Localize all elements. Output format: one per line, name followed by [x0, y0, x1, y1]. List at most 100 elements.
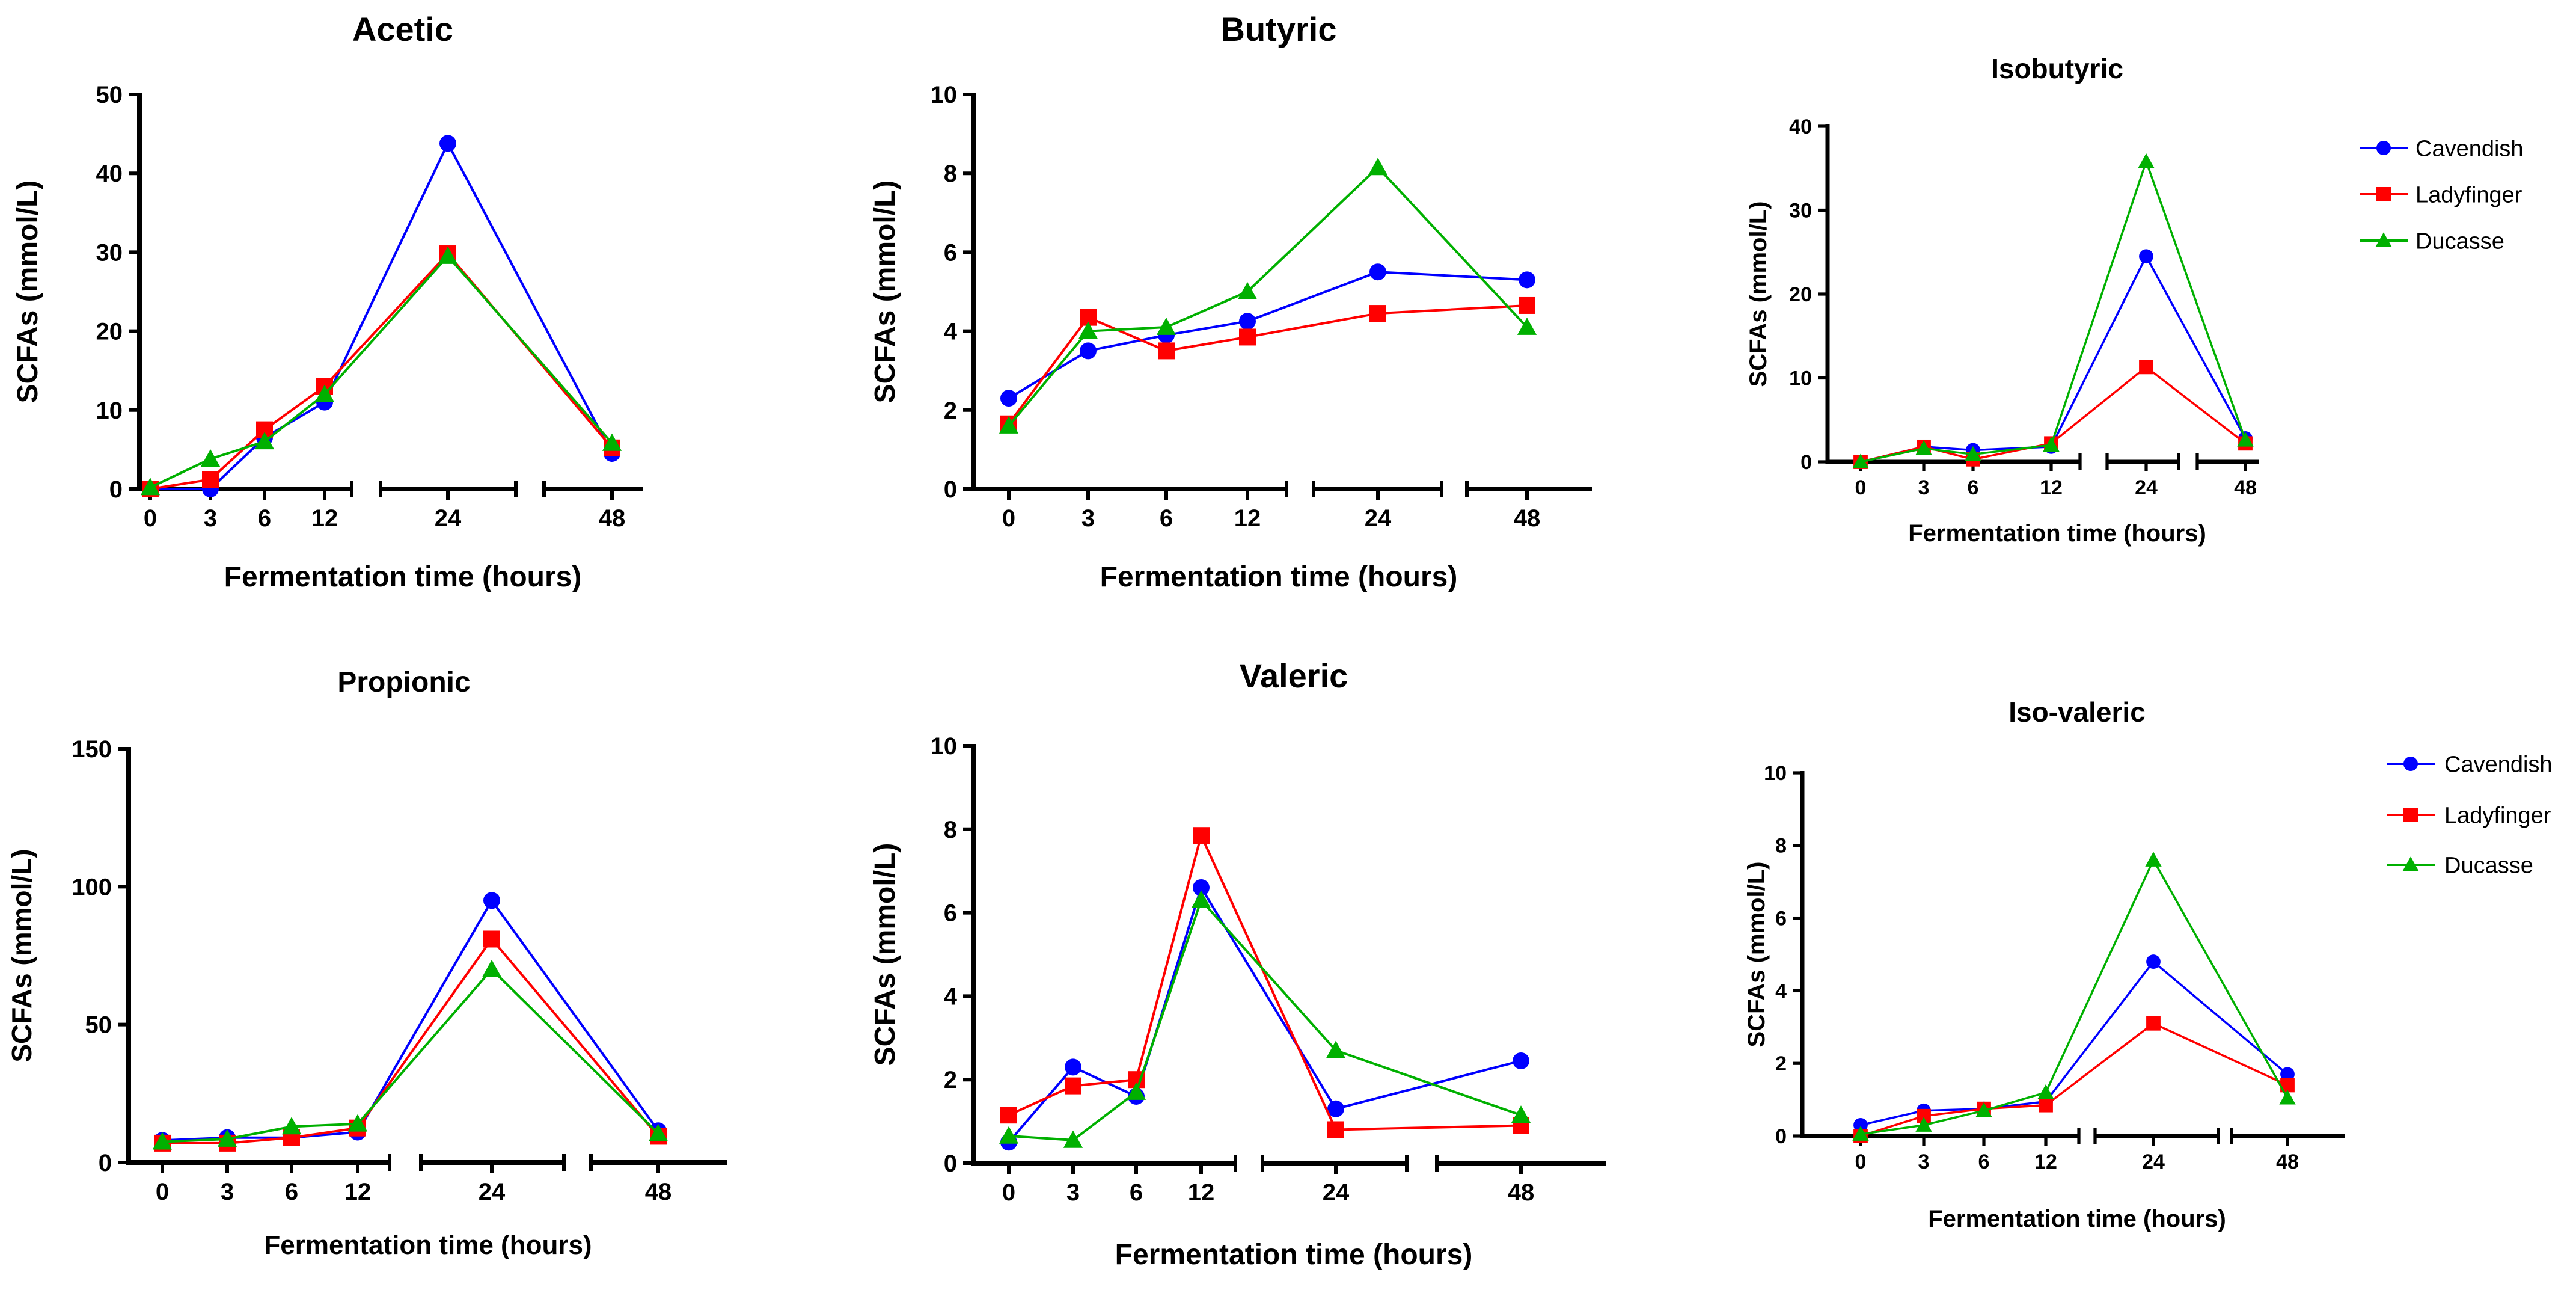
- y-tick-label: 30: [1789, 199, 1812, 222]
- data-point: [602, 433, 622, 451]
- y-tick-label: 40: [96, 161, 123, 187]
- y-axis-label: SCFAs (mmol/L): [1745, 201, 1772, 387]
- y-tick-label: 2: [1775, 1052, 1787, 1075]
- data-point: [1080, 342, 1097, 360]
- data-point: [347, 1114, 368, 1132]
- y-tick-label: 150: [72, 736, 112, 763]
- data-point: [152, 1132, 173, 1150]
- y-tick-label: 0: [99, 1150, 112, 1176]
- data-point: [482, 959, 502, 977]
- y-tick-label: 0: [1800, 451, 1812, 474]
- x-tick-label: 12: [1188, 1179, 1215, 1206]
- y-tick-label: 10: [931, 733, 958, 760]
- data-point: [1852, 1126, 1869, 1141]
- y-tick-label: 20: [1789, 283, 1812, 306]
- series-line: [1860, 255, 2247, 463]
- x-tick-label: 0: [156, 1179, 169, 1205]
- data-point: [1369, 263, 1386, 281]
- data-point: [1852, 453, 1869, 468]
- data-point: [1915, 440, 1932, 455]
- data-point: [1517, 317, 1537, 335]
- x-tick-label: 3: [1081, 505, 1095, 532]
- data-point: [2146, 954, 2161, 969]
- data-point: [1915, 1117, 1932, 1132]
- y-tick-label: 4: [944, 319, 958, 345]
- y-tick-label: 50: [96, 82, 123, 108]
- chart-title: Butyric: [1221, 10, 1337, 48]
- x-tick-label: 6: [1978, 1150, 1990, 1173]
- series-line: [150, 254, 613, 489]
- y-tick-label: 8: [944, 817, 957, 843]
- x-tick-label: 0: [1855, 1150, 1867, 1173]
- legend: Cavendish Ladyfinger Ducasse: [2387, 752, 2553, 878]
- data-point: [439, 135, 456, 152]
- data-point: [217, 1129, 237, 1147]
- data-point: [2237, 432, 2254, 447]
- data-point: [999, 416, 1019, 434]
- data-point: [1965, 446, 1981, 461]
- data-point: [1078, 321, 1098, 339]
- data-point: [1917, 1108, 1931, 1123]
- data-point: [1239, 328, 1256, 346]
- data-point: [1975, 1102, 1992, 1117]
- y-tick-label: 10: [1789, 367, 1812, 390]
- chart-title: Acetic: [352, 10, 453, 48]
- y-tick-label: 0: [1775, 1125, 1787, 1148]
- y-axis-label: SCFAs (mmol/L): [6, 849, 37, 1062]
- series-line: [1008, 834, 1522, 1131]
- series-line: [1008, 271, 1528, 399]
- chart-panel-propionic: Propionic 0 50 100 150 0 3 6 12 24 48 Fermentation …: [6, 666, 727, 1260]
- x-tick-label: 12: [1234, 505, 1261, 532]
- y-tick-label: 0: [944, 476, 957, 503]
- data-point: [2037, 1084, 2054, 1099]
- data-point: [1158, 342, 1175, 360]
- data-point: [1513, 1052, 1529, 1069]
- data-point: [281, 1117, 302, 1135]
- data-point: [1327, 1100, 1344, 1117]
- data-point: [999, 1126, 1019, 1144]
- series-line: [162, 968, 659, 1143]
- y-tick-label: 6: [944, 900, 957, 927]
- x-tick-label: 12: [2040, 476, 2063, 499]
- series-line: [1008, 886, 1522, 1143]
- series-ducasse: [1852, 852, 2296, 1141]
- legend-label: Cavendish: [2415, 136, 2524, 161]
- series-cavendish: [142, 135, 620, 497]
- chart-title: Valeric: [1240, 657, 1348, 695]
- chart-title: Propionic: [337, 666, 470, 698]
- legend-label: Ladyfinger: [2415, 182, 2522, 207]
- data-point: [1063, 1130, 1083, 1148]
- x-tick-label: 0: [1002, 1179, 1015, 1206]
- series-line: [1860, 1022, 2288, 1137]
- x-axis-label: Fermentation time (hours): [1928, 1206, 2226, 1232]
- data-point: [2146, 1016, 2161, 1031]
- x-tick-label: 24: [2135, 476, 2158, 499]
- series-cavendish: [1853, 954, 2295, 1132]
- x-tick-label: 48: [2276, 1150, 2299, 1173]
- data-point: [1065, 1077, 1081, 1095]
- legend: Cavendish Ladyfinger Ducasse: [2360, 136, 2524, 254]
- legend-label: Cavendish: [2444, 752, 2553, 777]
- y-axis-label: SCFAs (mmol/L): [869, 843, 901, 1066]
- series-ducasse: [999, 158, 1537, 434]
- x-axis-label: Fermentation time (hours): [1100, 561, 1458, 593]
- chart-title: Iso-valeric: [2008, 696, 2146, 728]
- y-axis-label: SCFAs (mmol/L): [1743, 862, 1770, 1048]
- x-axis-label: Fermentation time (hours): [224, 561, 582, 593]
- x-axis-label: Fermentation time (hours): [1115, 1239, 1473, 1271]
- y-tick-label: 8: [1775, 835, 1787, 858]
- x-tick-label: 3: [1066, 1179, 1080, 1206]
- series-ducasse: [152, 959, 668, 1150]
- x-tick-label: 3: [1918, 476, 1930, 499]
- data-point: [1368, 158, 1388, 176]
- data-point: [1156, 317, 1176, 335]
- data-point: [140, 478, 161, 496]
- series-line: [1008, 166, 1528, 427]
- x-tick-label: 3: [1918, 1150, 1930, 1173]
- x-tick-label: 6: [258, 505, 271, 532]
- legend-marker: [2403, 757, 2418, 771]
- chart-title: Isobutyric: [1991, 53, 2123, 84]
- data-point: [2279, 1089, 2296, 1105]
- x-tick-label: 48: [645, 1179, 672, 1205]
